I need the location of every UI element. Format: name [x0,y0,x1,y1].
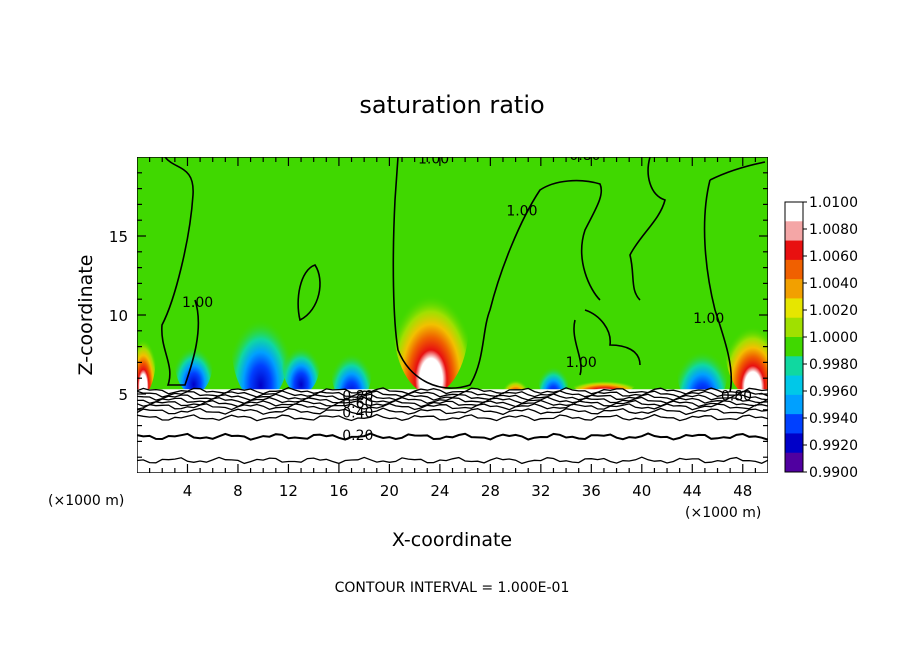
colorbar-swatch [785,317,803,338]
contour-line [137,402,768,411]
dry-plume [331,335,372,406]
x-tick-label: 24 [430,482,449,500]
contour-label: 1.00 [566,355,597,371]
colorbar-label: 1.0080 [809,222,858,238]
contour-label: 1.00 [418,151,449,167]
dry-plume [174,330,213,394]
colorbar-swatch [785,221,803,242]
moist-plume [137,315,156,394]
contour-line [137,456,768,465]
colorbar-swatch [785,414,803,434]
contour-label: 0.60 [342,396,373,412]
colorbar-swatch [785,375,803,396]
colorbar-swatch [785,337,803,357]
colorbar-label: 1.0060 [809,249,858,265]
contour-line [137,432,768,441]
contour-line [137,387,768,395]
chart-title: saturation ratio [359,91,544,119]
colorbar-label: 1.0000 [809,330,858,346]
y-tick-label: 5 [118,386,128,404]
colorbar-swatch [785,433,803,454]
x-tick-label: 48 [733,482,752,500]
colorbar-swatch [785,452,803,473]
contour-line [137,413,768,422]
colorbar-label: 0.9920 [809,438,858,454]
x-tick-label: 44 [683,482,702,500]
contour-label: 0.20 [342,428,373,444]
colorbar-label: 0.9980 [809,357,858,373]
x-unit-left: (×1000 m) [48,493,124,509]
y-tick-label: 10 [109,307,128,325]
x-tick-label: 36 [582,482,601,500]
x-tick-label: 4 [183,482,193,500]
colorbar-swatch [785,259,803,280]
colorbar-label: 1.0100 [809,195,858,211]
moist-plume [725,296,768,398]
plot-area: 1.001.00 0.801.001.001.000.800.800.600.40… [137,148,768,473]
contour-line [137,407,768,416]
contour-label: 0.80 [342,388,373,404]
lower-contour-lines [137,387,768,465]
dry-plume [282,330,320,394]
x-tick-label: 8 [233,482,243,500]
colorbar: 1.0100 1.0080 1.0060 1.0040 1.0020 1.0000 0.99… [784,195,858,481]
dry-plume [231,291,290,402]
contour-label: 1.00 [182,295,213,311]
y-tick-label: 15 [109,228,128,246]
colorbar-swatch [785,240,803,261]
x-unit-right: (×1000 m) [685,505,761,521]
x-tick-label: 12 [279,482,298,500]
y-axis-ticks: 5 10 15 [109,172,768,458]
colorbar-swatch [785,356,803,377]
moist-plume [393,251,469,394]
contour-interval-note: CONTOUR INTERVAL = 1.000E-01 [335,580,570,596]
x-tick-label: 16 [329,482,348,500]
contour-label: 1.00 [506,203,537,219]
contour-line [137,390,768,398]
contour-label: 0.80 [721,388,752,404]
colorbar-label: 1.0040 [809,276,858,292]
contour-label: 0.80 [569,148,600,164]
x-axis-ticks: 4 8 12 16 20 24 28 32 36 40 44 48 [149,157,756,500]
x-tick-label: 32 [531,482,550,500]
colorbar-swatch [785,279,803,299]
contour-label: 1.00 [693,311,724,327]
x-tick-label: 20 [380,482,399,500]
contour-label: 0.40 [342,406,373,422]
colorbar-label: 0.9900 [809,465,858,481]
x-axis-label: X-coordinate [392,529,512,551]
y-axis-label: Z-coordinate [75,255,97,376]
x-tick-label: 28 [481,482,500,500]
colorbar-swatch [785,202,803,222]
colorbar-label: 1.0020 [809,303,858,319]
colorbar-label: 0.9940 [809,411,858,427]
x-tick-label: 40 [632,482,651,500]
upper-contour-lines [161,157,766,393]
contour-line [137,396,768,405]
colorbar-swatch [785,298,803,319]
colorbar-swatch [785,394,803,415]
colorbar-label: 0.9960 [809,384,858,400]
